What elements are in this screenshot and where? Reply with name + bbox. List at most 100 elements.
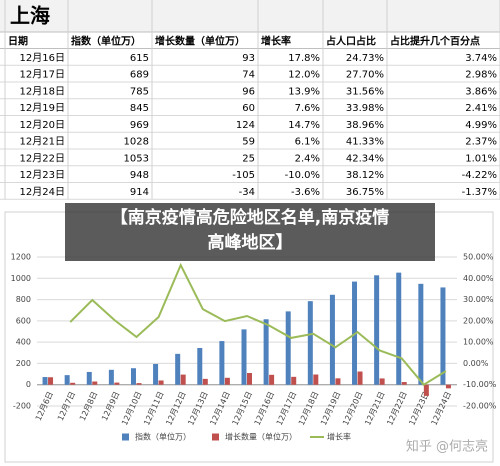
table-cell: 4.99%: [465, 120, 497, 131]
table-cell: -3.6%: [291, 187, 320, 198]
y-tick-label: 1200: [11, 253, 31, 262]
table-header: 增长数量（单位万）: [155, 34, 245, 47]
y2-tick-label: -10.00%: [463, 380, 497, 389]
bar: [357, 371, 363, 385]
table-cell: 42.34%: [346, 153, 384, 164]
y-tick-label: 800: [16, 295, 31, 304]
bar: [219, 341, 225, 385]
line-series: [69, 262, 447, 387]
bar: [263, 319, 269, 385]
bar: [130, 368, 136, 385]
table-cell: 31.56%: [346, 86, 384, 97]
bar: [64, 375, 70, 385]
table-cell: 60: [242, 103, 255, 114]
table-header: 增长率: [261, 34, 291, 47]
table-cell: 785: [130, 86, 149, 97]
table-header: 占比提升几个百分点: [390, 34, 480, 47]
legend-label: 增长数量（单位万）: [225, 432, 297, 442]
table-title: 上海: [10, 4, 50, 28]
table-cell: -105: [232, 170, 255, 181]
y2-tick-label: 30.00%: [463, 295, 494, 304]
table-cell: 12月19日: [20, 102, 65, 114]
table-cell: 74: [242, 70, 255, 81]
bar: [224, 377, 230, 385]
bar: [197, 347, 203, 385]
table-cell: 12月23日: [20, 169, 65, 181]
y2-tick-label: -20.00%: [463, 402, 497, 411]
banner-text: 高峰地区】: [208, 232, 293, 253]
table-cell: 33.98%: [346, 103, 384, 114]
table-cell: 38.96%: [346, 120, 384, 131]
table-cell: 12月21日: [20, 136, 65, 148]
bar: [48, 377, 54, 385]
bar: [175, 353, 181, 385]
bar: [86, 371, 92, 385]
bar: [423, 384, 429, 396]
title-row: [0, 0, 500, 32]
table-cell: 845: [130, 103, 149, 114]
table-cell: 27.70%: [346, 70, 384, 81]
legend-label: 增长率: [327, 432, 351, 442]
banner-text: 【南京疫情高危险地区名单,南京疫情: [111, 207, 389, 228]
table-cell: 1028: [124, 137, 149, 148]
table-cell: -34: [239, 187, 255, 198]
table-cell: 12月22日: [20, 152, 65, 164]
table-cell: 1.01%: [465, 153, 497, 164]
y-tick-label: 600: [16, 316, 31, 325]
bar: [136, 383, 142, 385]
y2-tick-label: 10.00%: [463, 338, 494, 347]
bar: [158, 380, 164, 385]
y2-tick-label: 20.00%: [463, 316, 494, 325]
bar: [70, 382, 76, 385]
table-cell: 12月16日: [20, 52, 65, 64]
table-cell: 2.41%: [465, 103, 497, 114]
table-cell: -1.37%: [462, 187, 497, 198]
table-cell: 2.4%: [295, 153, 320, 164]
bar: [153, 363, 159, 385]
bar: [418, 283, 424, 385]
bar: [269, 374, 275, 385]
watermark: 知乎 @何志亮: [406, 439, 488, 455]
bar: [42, 377, 48, 385]
bar: [285, 311, 291, 385]
bar: [374, 275, 380, 385]
table-cell: 124: [236, 120, 255, 131]
y2-tick-label: 0.00%: [463, 359, 489, 368]
table-cell: 59: [242, 137, 255, 148]
table-cell: 7.6%: [295, 103, 320, 114]
table-cell: 93: [242, 53, 255, 64]
table-cell: -10.0%: [285, 170, 320, 181]
table-cell: -4.22%: [462, 170, 497, 181]
table-cell: 2.37%: [465, 137, 497, 148]
bar: [291, 376, 297, 385]
table-cell: 12月20日: [20, 119, 65, 131]
table-cell: 12月24日: [20, 186, 65, 198]
table-cell: 96: [242, 86, 255, 97]
table-cell: 1053: [124, 153, 149, 164]
banner: [65, 203, 435, 261]
bar: [379, 378, 385, 385]
bar: [335, 378, 341, 385]
bar: [108, 369, 114, 385]
bar: [247, 373, 252, 385]
legend-swatch: [122, 433, 129, 441]
y2-tick-label: 50.00%: [463, 253, 494, 262]
table-cell: 12.0%: [288, 70, 320, 81]
table-cell: 3.86%: [465, 86, 497, 97]
bar: [313, 374, 319, 385]
table-cell: 14.7%: [288, 120, 320, 131]
table-cell: 41.33%: [346, 137, 384, 148]
bar: [307, 301, 313, 385]
table-cell: 615: [130, 53, 149, 64]
table-header: 占人口占比: [326, 34, 376, 47]
bar: [445, 384, 451, 389]
legend-label: 指数（单位万）: [135, 432, 191, 442]
table-cell: 24.73%: [346, 53, 384, 64]
table-header: 指数（单位万）: [71, 34, 141, 47]
table-cell: 38.12%: [346, 170, 384, 181]
bar: [114, 382, 120, 385]
table-cell: 969: [130, 120, 149, 131]
table-cell: 6.1%: [295, 137, 320, 148]
table-cell: 13.9%: [288, 86, 320, 97]
bar: [241, 329, 247, 385]
